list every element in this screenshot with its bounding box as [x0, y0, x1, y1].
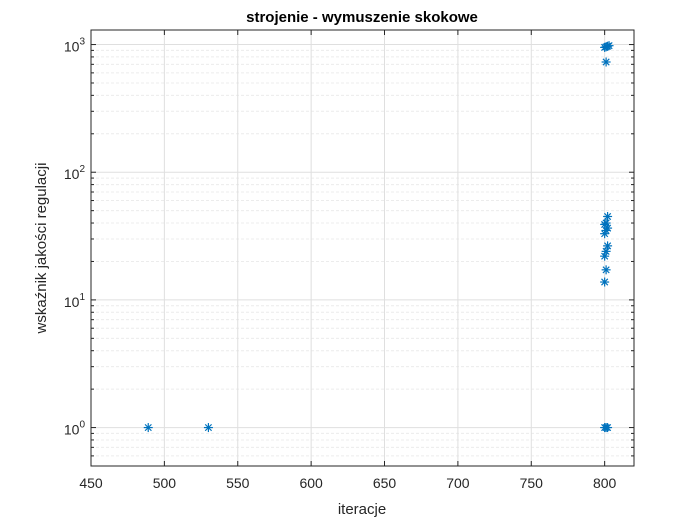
y-tick-label: 101: [64, 292, 86, 310]
data-point: [601, 57, 611, 67]
data-point: [203, 423, 213, 433]
x-tick-label: 550: [226, 475, 250, 491]
data-point: [603, 423, 613, 433]
y-tick-label: 103: [64, 37, 86, 55]
data-point: [601, 246, 611, 256]
grid: [90, 30, 634, 466]
data-point: [604, 41, 614, 51]
x-tick-label: 750: [520, 475, 544, 491]
y-tick-label: 100: [64, 420, 86, 438]
data-point: [601, 218, 611, 228]
y-tick-label: 102: [64, 164, 86, 182]
x-tick-label: 600: [299, 475, 323, 491]
data-point: [601, 265, 611, 275]
y-axis-label: wskaźnik jakości regulacji: [33, 163, 50, 335]
tick-labels: 450 500 550 600 650 700 750 800 100 101 102 103: [64, 37, 617, 491]
data-point: [143, 423, 153, 433]
x-tick-label: 500: [153, 475, 177, 491]
data-point: [603, 241, 613, 251]
data-point: [603, 211, 613, 221]
x-tick-label: 650: [373, 475, 397, 491]
plot-area-frame: [90, 29, 635, 467]
data-point: [600, 277, 610, 287]
x-tick-label: 800: [593, 475, 617, 491]
x-axis-label: iteracje: [338, 501, 386, 518]
x-tick-label: 450: [79, 475, 103, 491]
data-points: [143, 41, 614, 433]
chart-title: strojenie - wymuszenie skokowe: [246, 9, 478, 26]
x-tick-label: 700: [446, 475, 470, 491]
